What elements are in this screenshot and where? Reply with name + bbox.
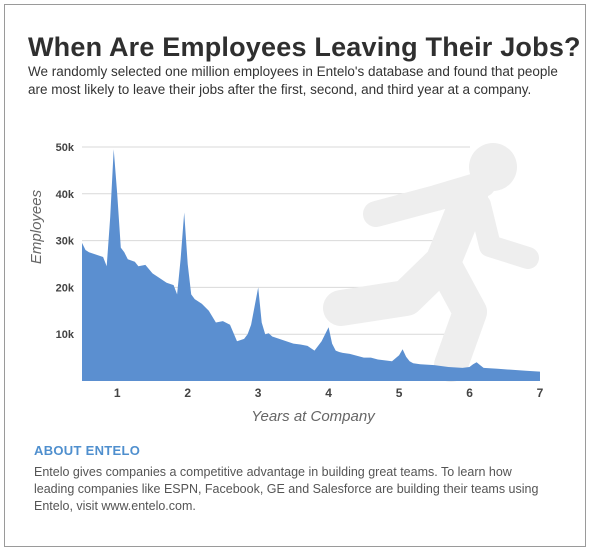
about-text: Entelo gives companies a competitive adv… (34, 465, 539, 513)
x-tick-label: 7 (537, 386, 544, 400)
y-tick-label: 20k (56, 282, 75, 294)
y-tick-label: 10k (56, 329, 75, 341)
y-tick-labels: 10k 20k 30k 40k 50k (56, 142, 75, 341)
page-subtitle: We randomly selected one million employe… (28, 64, 558, 97)
y-tick-label: 40k (56, 189, 75, 201)
x-tick-label: 1 (114, 386, 121, 400)
x-tick-label: 3 (255, 386, 262, 400)
employees-area-chart: 10k 20k 30k 40k 50k 1 2 3 4 5 6 7 Years at Company… (28, 142, 544, 425)
x-tick-label: 6 (466, 386, 473, 400)
x-tick-label: 4 (325, 386, 332, 400)
y-tick-label: 50k (56, 142, 75, 154)
employees-area (82, 149, 540, 381)
x-tick-labels: 1 2 3 4 5 6 7 (114, 386, 544, 400)
x-tick-label: 5 (396, 386, 403, 400)
running-person-icon (323, 143, 539, 382)
x-axis-label: Years at Company (251, 408, 376, 425)
y-tick-label: 30k (56, 236, 75, 248)
about-heading: ABOUT ENTELO (34, 443, 141, 458)
x-tick-label: 2 (184, 386, 191, 400)
page-title: When Are Employees Leaving Their Jobs? (28, 32, 581, 62)
y-axis-label: Employees (28, 189, 45, 264)
